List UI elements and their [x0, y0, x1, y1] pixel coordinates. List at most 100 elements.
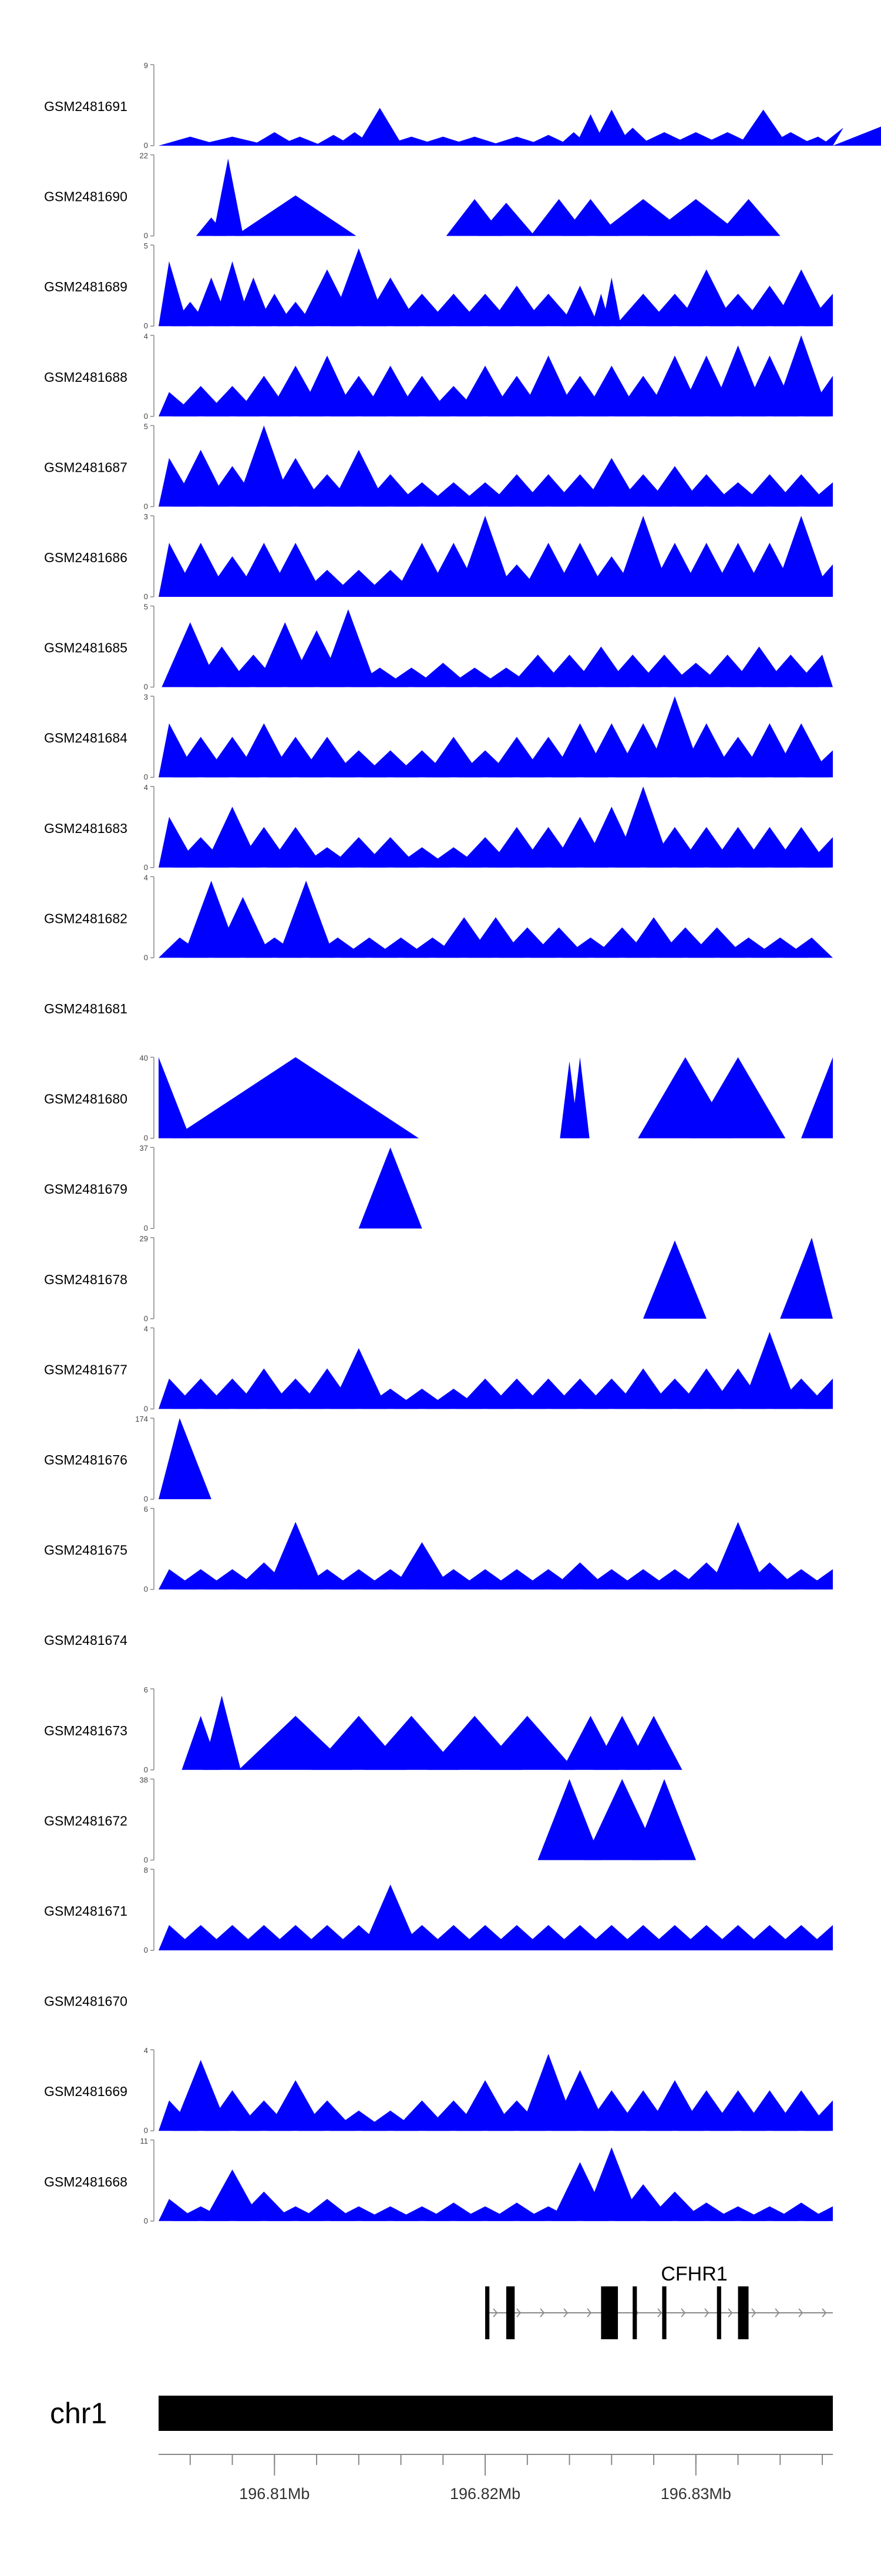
- strand-arrow: [728, 2308, 733, 2318]
- y-min-label: 0: [144, 1855, 148, 1864]
- track-GSM2481673: GSM2481673 6 0: [44, 1685, 682, 1774]
- signal-peak: [172, 1057, 419, 1138]
- signal-peak: [320, 609, 377, 687]
- track-GSM2481678: GSM2481678 29 0: [44, 1234, 833, 1323]
- y-max-label: 3: [144, 693, 148, 701]
- y-min-label: 0: [144, 2126, 148, 2135]
- signal-peak: [780, 1237, 833, 1319]
- track-GSM2481671: GSM2481671 8 0: [44, 1866, 833, 1954]
- track-GSM2481675: GSM2481675 6 0: [44, 1505, 833, 1594]
- signal-peak: [456, 2080, 514, 2131]
- track-label: GSM2481687: [44, 459, 127, 475]
- track-label: GSM2481673: [44, 1723, 127, 1738]
- signal-peak: [330, 1348, 388, 1409]
- signal-peak: [804, 2100, 833, 2131]
- y-max-label: 40: [140, 1054, 148, 1063]
- y-min-label: 0: [144, 1134, 148, 1143]
- track-GSM2481685: GSM2481685 5 0: [44, 603, 833, 691]
- chromosome-bar: [159, 2396, 833, 2431]
- signal-peak: [804, 375, 833, 417]
- signal-peak: [793, 654, 833, 687]
- y-max-label: 5: [144, 241, 148, 250]
- track-GSM2481674: GSM2481674: [44, 1633, 127, 1648]
- track-label: GSM2481686: [44, 550, 127, 565]
- track-GSM2481677: GSM2481677 4 0: [44, 1324, 833, 1413]
- signal-peak: [648, 199, 744, 236]
- track-GSM2481679: GSM2481679 37 0: [44, 1144, 422, 1232]
- signal-peak: [235, 425, 292, 507]
- y-min-label: 0: [144, 683, 148, 691]
- ideogram-track: chr1: [50, 2396, 833, 2431]
- signal-peak: [709, 1522, 766, 1590]
- signal-peak: [446, 136, 503, 146]
- x-tick-label: 196.82Mb: [450, 2485, 520, 2503]
- signal-peak: [364, 1715, 459, 1770]
- y-min-label: 0: [144, 231, 148, 240]
- signal-peak: [633, 1779, 696, 1860]
- strand-arrow: [563, 2308, 569, 2318]
- y-max-label: 11: [140, 2137, 149, 2145]
- gene-track: CFHR1: [485, 2263, 833, 2339]
- signal-peak: [159, 1057, 190, 1138]
- signal-peak: [480, 1715, 575, 1770]
- track-GSM2481688: GSM2481688 4 0: [44, 332, 833, 421]
- strand-arrow: [540, 2308, 545, 2318]
- gene-exon: [738, 2286, 749, 2339]
- chromosome-label: chr1: [50, 2397, 107, 2430]
- track-label: GSM2481690: [44, 189, 127, 204]
- y-max-label: 5: [144, 422, 148, 431]
- y-max-label: 9: [144, 61, 148, 70]
- x-tick-label: 196.81Mb: [239, 2485, 310, 2503]
- track-GSM2481691: GSM2481691 9 0: [44, 61, 881, 150]
- signal-peak: [362, 1884, 419, 1950]
- track-label: GSM2481669: [44, 2084, 127, 2099]
- track-GSM2481686: GSM2481686 3 0: [44, 512, 833, 601]
- signal-peak: [159, 1418, 211, 1499]
- track-label: GSM2481679: [44, 1181, 127, 1197]
- y-min-label: 0: [144, 953, 148, 962]
- signal-peak: [804, 564, 833, 597]
- signal-peak: [358, 1147, 422, 1229]
- gene-exon: [633, 2286, 637, 2339]
- signal-peak: [783, 937, 833, 958]
- signal-peak: [520, 294, 577, 327]
- y-max-label: 6: [144, 1505, 148, 1514]
- y-min-label: 0: [144, 773, 148, 781]
- signal-peak: [772, 516, 830, 597]
- signal-peak: [833, 126, 881, 146]
- signal-peak: [690, 1057, 786, 1138]
- signal-peak: [456, 516, 514, 597]
- strand-arrow: [587, 2308, 592, 2318]
- signal-peak: [804, 1569, 833, 1590]
- signal-peak: [804, 837, 833, 868]
- strand-arrow: [493, 2308, 498, 2318]
- y-min-label: 0: [144, 1946, 148, 1954]
- y-min-label: 0: [144, 1224, 148, 1232]
- y-min-label: 0: [144, 863, 148, 872]
- signal-peak: [804, 1378, 833, 1409]
- strand-arrow: [775, 2308, 780, 2318]
- signal-peak: [277, 136, 323, 146]
- signal-peak: [766, 132, 816, 146]
- y-min-label: 0: [144, 2216, 148, 2225]
- track-label: GSM2481671: [44, 1903, 127, 1919]
- track-GSM2481668: GSM2481668 11 0: [44, 2137, 833, 2225]
- y-max-label: 4: [144, 783, 148, 792]
- track-GSM2481687: GSM2481687 5 0: [44, 422, 833, 511]
- signal-peak: [804, 294, 833, 327]
- signal-peak: [804, 1925, 833, 1950]
- strand-arrow: [751, 2308, 756, 2318]
- track-label: GSM2481689: [44, 279, 127, 294]
- y-max-label: 4: [144, 2046, 148, 2055]
- gene-name-label: CFHR1: [661, 2263, 727, 2285]
- signal-peak: [213, 158, 244, 236]
- y-min-label: 0: [144, 592, 148, 601]
- signal-peak: [646, 2191, 704, 2221]
- track-GSM2481682: GSM2481682 4 0: [44, 873, 833, 962]
- track-label: GSM2481672: [44, 1813, 127, 1828]
- signal-peak: [537, 1779, 601, 1860]
- strand-arrow: [657, 2308, 663, 2318]
- y-max-label: 8: [144, 1866, 148, 1875]
- signal-peak: [821, 127, 843, 146]
- signal-peak: [204, 2169, 261, 2221]
